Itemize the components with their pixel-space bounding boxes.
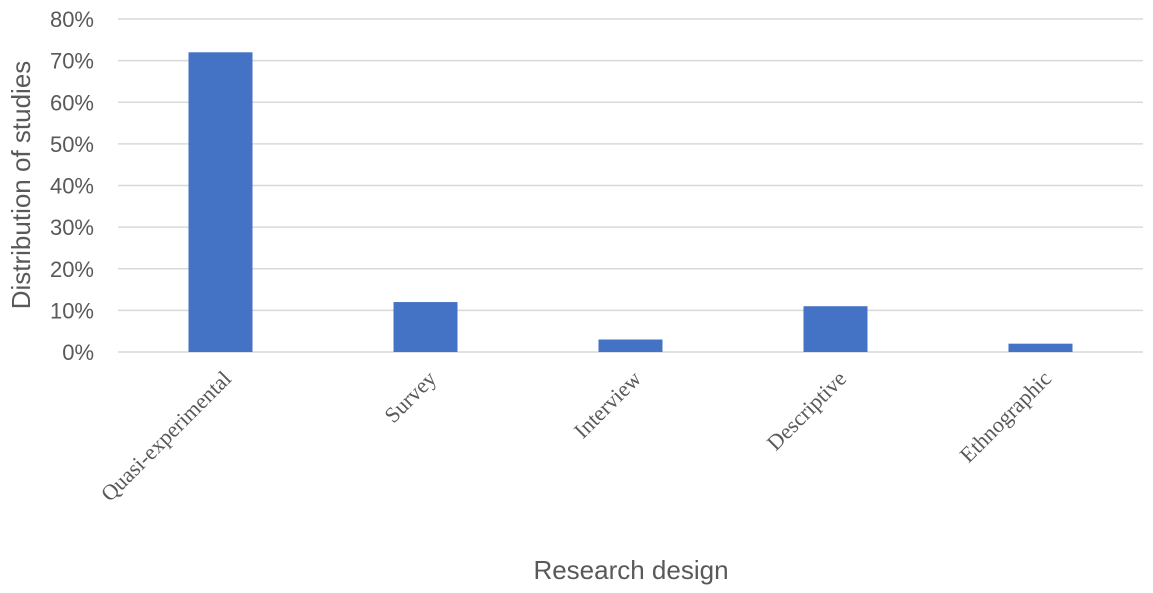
- y-tick-label: 60%: [50, 90, 94, 115]
- y-tick-label: 0%: [62, 340, 94, 365]
- x-axis-tick-labels: Quasi-experimental Survey Interview Descrip…: [96, 366, 1057, 507]
- y-axis-title: Distribution of studies: [6, 61, 36, 310]
- y-axis-tick-labels: 0% 10% 20% 30% 40% 50% 60% 70% 80%: [50, 7, 94, 365]
- x-tick-label: Descriptive: [762, 366, 851, 455]
- bar-survey: [393, 302, 458, 352]
- x-tick-label: Quasi-experimental: [96, 366, 236, 506]
- y-tick-label: 20%: [50, 257, 94, 282]
- bar-interview: [598, 339, 663, 352]
- bars: [188, 52, 1073, 353]
- y-tick-label: 10%: [50, 298, 94, 323]
- y-tick-label: 70%: [50, 49, 94, 74]
- y-tick-label: 80%: [50, 7, 94, 32]
- bar-ethnographic: [1008, 343, 1073, 352]
- y-tick-label: 40%: [50, 174, 94, 199]
- y-tick-label: 50%: [50, 132, 94, 157]
- y-tick-label: 30%: [50, 215, 94, 240]
- gridlines: [118, 18, 1143, 353]
- x-tick-label: Ethnographic: [955, 366, 1057, 468]
- x-tick-label: Survey: [379, 366, 441, 428]
- x-tick-label: Interview: [569, 366, 646, 443]
- x-axis-title: Research design: [533, 555, 728, 585]
- bar-descriptive: [803, 306, 868, 352]
- bar-quasi-experimental: [188, 52, 253, 353]
